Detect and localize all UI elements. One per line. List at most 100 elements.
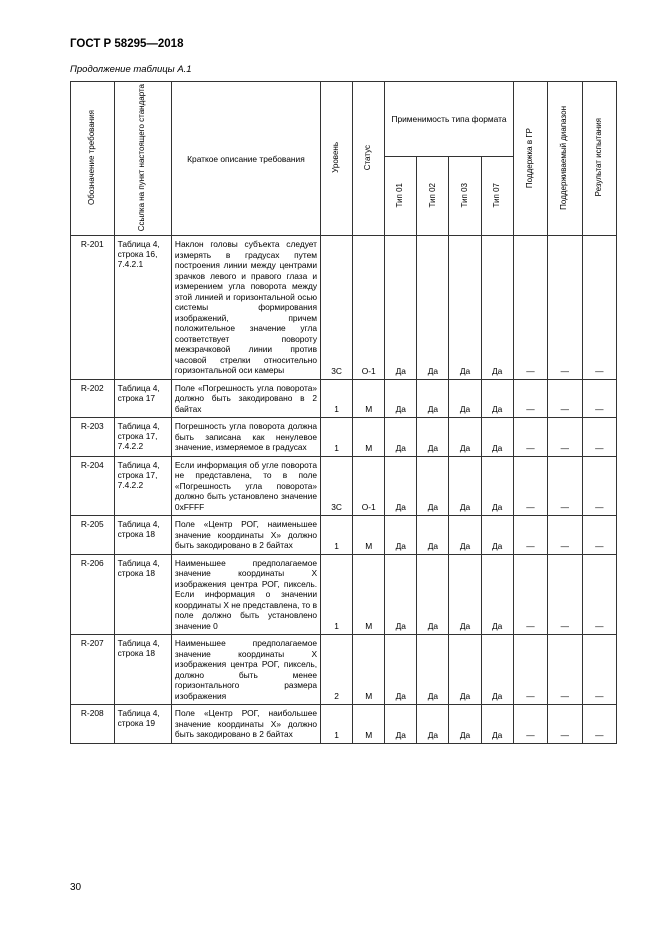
cell-c12: — — [582, 418, 616, 457]
cell-ref: Таблица 4, строка 16, 7.4.2.1 — [114, 236, 171, 380]
cell-c10: — — [513, 554, 547, 635]
hdr-c11: Поддерживаемый диапазон — [560, 106, 569, 210]
hdr-t1: Тип 01 — [396, 183, 405, 207]
hdr-status: Статус — [364, 145, 373, 170]
cell-t1: Да — [385, 456, 417, 516]
cell-t3: Да — [449, 379, 481, 418]
cell-c11: — — [548, 379, 582, 418]
cell-t2: Да — [417, 379, 449, 418]
cell-t4: Да — [481, 554, 513, 635]
cell-level: 1 — [321, 379, 353, 418]
table-row: R-207Таблица 4, строка 18Наименьшее пред… — [71, 635, 617, 705]
cell-desc: Если информация об угле поворота не пред… — [171, 456, 320, 516]
cell-c12: — — [582, 456, 616, 516]
table-row: R-201Таблица 4, строка 16, 7.4.2.1Наклон… — [71, 236, 617, 380]
table-row: R-206Таблица 4, строка 18Наименьшее пред… — [71, 554, 617, 635]
cell-t1: Да — [385, 635, 417, 705]
cell-c10: — — [513, 379, 547, 418]
table-row: R-208Таблица 4, строка 19Поле «Центр РОГ… — [71, 705, 617, 744]
cell-id: R-205 — [71, 516, 115, 555]
cell-desc: Поле «Погрешность угла поворота» должно … — [171, 379, 320, 418]
cell-ref: Таблица 4, строка 18 — [114, 516, 171, 555]
cell-ref: Таблица 4, строка 17 — [114, 379, 171, 418]
hdr-t4: Тип 07 — [493, 183, 502, 207]
cell-level: 1 — [321, 554, 353, 635]
cell-ref: Таблица 4, строка 19 — [114, 705, 171, 744]
cell-c12: — — [582, 554, 616, 635]
cell-t3: Да — [449, 554, 481, 635]
cell-desc: Наклон головы субъекта следует измерять … — [171, 236, 320, 380]
cell-t2: Да — [417, 456, 449, 516]
cell-c12: — — [582, 705, 616, 744]
cell-t4: Да — [481, 705, 513, 744]
cell-ref: Таблица 4, строка 18 — [114, 554, 171, 635]
hdr-c12: Результат испытания — [595, 118, 604, 196]
hdr-desc: Краткое описание требования — [171, 82, 320, 236]
cell-t3: Да — [449, 418, 481, 457]
hdr-c10: Поддержка в ГР — [526, 128, 535, 188]
cell-c12: — — [582, 379, 616, 418]
cell-c12: — — [582, 635, 616, 705]
cell-status: М — [353, 418, 385, 457]
cell-id: R-201 — [71, 236, 115, 380]
table-row: R-202Таблица 4, строка 17Поле «Погрешнос… — [71, 379, 617, 418]
cell-c10: — — [513, 705, 547, 744]
cell-status: М — [353, 635, 385, 705]
doc-title: ГОСТ Р 58295—2018 — [70, 38, 617, 50]
cell-c11: — — [548, 705, 582, 744]
cell-id: R-202 — [71, 379, 115, 418]
cell-t4: Да — [481, 635, 513, 705]
cell-c10: — — [513, 635, 547, 705]
cell-status: O-1 — [353, 456, 385, 516]
hdr-level: Уровень — [332, 142, 341, 173]
cell-id: R-203 — [71, 418, 115, 457]
cell-t3: Да — [449, 516, 481, 555]
cell-ref: Таблица 4, строка 17, 7.4.2.2 — [114, 418, 171, 457]
hdr-ref: Ссылка на пункт настоящего стандарта — [138, 84, 147, 231]
cell-desc: Погрешность угла поворота должна быть за… — [171, 418, 320, 457]
cell-id: R-208 — [71, 705, 115, 744]
hdr-id: Обозначение требования — [88, 110, 97, 205]
continuation-label: Продолжение таблицы А.1 — [70, 64, 617, 75]
cell-t4: Да — [481, 456, 513, 516]
hdr-t3: Тип 03 — [461, 183, 470, 207]
cell-level: 1 — [321, 516, 353, 555]
table-row: R-204Таблица 4, строка 17, 7.4.2.2Если и… — [71, 456, 617, 516]
cell-t2: Да — [417, 705, 449, 744]
cell-desc: Наименьшее предполагаемое значение коорд… — [171, 554, 320, 635]
cell-status: O-1 — [353, 236, 385, 380]
cell-t4: Да — [481, 516, 513, 555]
cell-t1: Да — [385, 236, 417, 380]
table-row: R-205Таблица 4, строка 18Поле «Центр РОГ… — [71, 516, 617, 555]
cell-desc: Наименьшее предполагаемое значение коорд… — [171, 635, 320, 705]
hdr-t2: Тип 02 — [429, 183, 438, 207]
cell-c11: — — [548, 635, 582, 705]
requirements-table: Обозначение требования Ссылка на пункт н… — [70, 81, 617, 744]
cell-c10: — — [513, 236, 547, 380]
table-row: R-203Таблица 4, строка 17, 7.4.2.2Погреш… — [71, 418, 617, 457]
cell-status: М — [353, 516, 385, 555]
cell-t3: Да — [449, 456, 481, 516]
cell-status: М — [353, 379, 385, 418]
cell-t3: Да — [449, 236, 481, 380]
page-number: 30 — [70, 882, 81, 893]
cell-status: М — [353, 554, 385, 635]
cell-t4: Да — [481, 379, 513, 418]
cell-c11: — — [548, 516, 582, 555]
cell-t4: Да — [481, 236, 513, 380]
cell-t1: Да — [385, 379, 417, 418]
cell-level: 1 — [321, 418, 353, 457]
cell-t1: Да — [385, 705, 417, 744]
cell-id: R-206 — [71, 554, 115, 635]
cell-t2: Да — [417, 554, 449, 635]
cell-t2: Да — [417, 516, 449, 555]
cell-t2: Да — [417, 418, 449, 457]
cell-c11: — — [548, 554, 582, 635]
cell-c10: — — [513, 456, 547, 516]
cell-desc: Поле «Центр РОГ, наименьшее значение коо… — [171, 516, 320, 555]
cell-c11: — — [548, 418, 582, 457]
cell-t3: Да — [449, 705, 481, 744]
cell-id: R-204 — [71, 456, 115, 516]
cell-level: 2 — [321, 635, 353, 705]
cell-c10: — — [513, 516, 547, 555]
